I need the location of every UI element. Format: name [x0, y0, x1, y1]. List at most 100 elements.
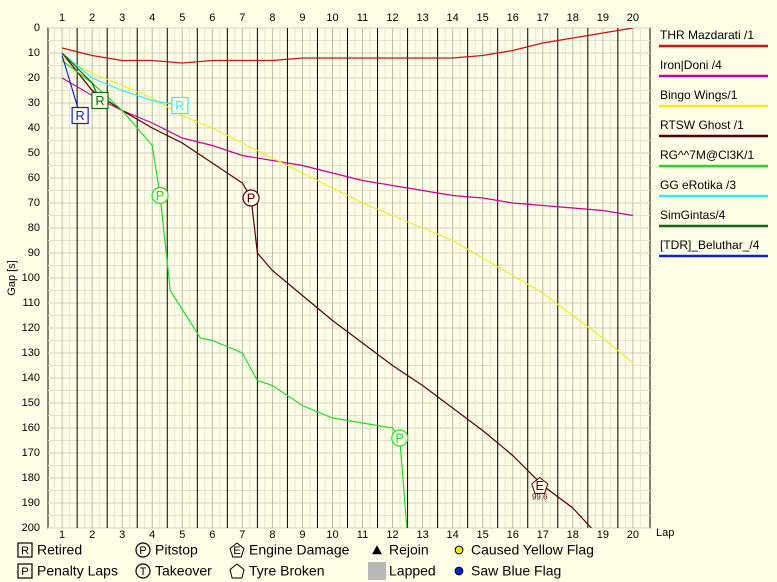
event-note: 99.6: [532, 493, 548, 502]
y-tick-label: 70: [28, 197, 40, 209]
symbol: E: [531, 476, 549, 494]
symbol-letter: T: [140, 566, 147, 578]
x-tick-label: 3: [119, 529, 125, 541]
x-tick-label: 6: [209, 529, 215, 541]
symbol: [368, 562, 386, 580]
key-label: Takeover: [155, 563, 212, 579]
x-tick-label: 14: [447, 529, 459, 541]
y-tick-label: 140: [22, 372, 40, 384]
x-tick-label: 10: [326, 529, 338, 541]
key-label: Rejoin: [389, 542, 429, 558]
symbol-box: [171, 96, 189, 115]
symbol-circle: [135, 563, 151, 579]
x-tick-label: 20: [627, 529, 639, 541]
x-tick-label: 16: [507, 12, 519, 24]
symbol-letter: E: [233, 545, 240, 557]
series-line: [61, 28, 633, 64]
y-tick-label: 110: [22, 297, 40, 309]
y-axis-label: Gap [s]: [6, 260, 18, 295]
legend-label: THR Mazdarati /1: [660, 28, 754, 42]
y-tick-label: 150: [22, 397, 40, 409]
symbol-circle: [135, 542, 151, 558]
symbol: [454, 566, 464, 576]
y-tick-label: 130: [22, 347, 40, 359]
symbol-yellow: [454, 545, 464, 555]
symbol-letter: R: [76, 108, 85, 123]
x-tick-label: 18: [567, 529, 579, 541]
x-tick-label: 15: [477, 529, 489, 541]
symbol-circle: [242, 189, 260, 207]
key-label: Pitstop: [155, 542, 198, 558]
y-tick-label: 160: [22, 422, 40, 434]
y-tick-label: 20: [28, 72, 40, 84]
symbol-letter: R: [175, 98, 184, 113]
symbol: P: [151, 186, 169, 205]
series-line: [61, 52, 180, 107]
x-tick-label: 5: [179, 12, 185, 24]
x-tick-label: 2: [89, 529, 95, 541]
x-tick-label: 12: [386, 12, 398, 24]
symbol-box: [71, 106, 89, 125]
symbol-letter: P: [139, 545, 146, 557]
symbol: P: [135, 542, 151, 558]
x-tick-label: 13: [416, 529, 428, 541]
symbol-letter: R: [21, 545, 29, 557]
y-tick-label: 40: [28, 122, 40, 134]
symbol: P: [242, 189, 260, 207]
symbol-box: [91, 91, 109, 110]
symbol-blue: [454, 566, 464, 576]
y-tick-label: 10: [28, 47, 40, 59]
y-tick-label: 60: [28, 172, 40, 184]
symbol-circle: [151, 186, 169, 205]
symbol: P: [391, 429, 409, 447]
y-tick-label: 90: [28, 247, 40, 259]
series-line: [61, 52, 593, 528]
series-line: [61, 55, 81, 116]
series-line: [61, 77, 633, 217]
x-tick-label: 1: [59, 529, 65, 541]
x-tick-label: 2: [89, 12, 95, 24]
x-tick-label: 5: [179, 529, 185, 541]
symbol: E: [229, 542, 245, 558]
y-tick-label: 190: [22, 497, 40, 509]
symbol-circle: [391, 429, 409, 447]
key-label: Retired: [37, 542, 82, 558]
y-tick-label: 200: [22, 522, 40, 534]
legend-label: RG^^7M@Cl3K/1: [660, 148, 754, 162]
y-tick-label: 120: [22, 322, 40, 334]
symbol: P: [17, 563, 33, 579]
symbol: R: [91, 91, 109, 110]
legend-label: GG eRotika /3: [660, 178, 736, 192]
symbol: R: [171, 96, 189, 115]
y-tick-label: 80: [28, 222, 40, 234]
legend-label: Bingo Wings/1: [660, 88, 738, 102]
x-tick-label: 14: [447, 12, 459, 24]
x-tick-label: 6: [209, 12, 215, 24]
x-tick-label: 15: [477, 12, 489, 24]
y-tick-label: 180: [22, 472, 40, 484]
symbol-box: [17, 563, 33, 579]
x-tick-label: 17: [537, 12, 549, 24]
y-tick-label: 0: [34, 22, 40, 34]
symbol: R: [17, 542, 33, 558]
x-tick-label: 9: [299, 12, 305, 24]
symbol: T: [135, 563, 151, 579]
symbol-letter: P: [395, 430, 404, 445]
series-line: [61, 60, 408, 528]
symbol-lapped: [368, 562, 386, 580]
x-tick-label: 10: [326, 12, 338, 24]
symbol: [454, 545, 464, 555]
x-tick-label: 1: [59, 12, 65, 24]
key-label: Tyre Broken: [249, 563, 324, 579]
key-label: Lapped: [389, 563, 436, 579]
x-tick-label: 11: [357, 12, 368, 24]
legend-label: SimGintas/4: [660, 208, 726, 222]
symbol-letter: P: [21, 566, 28, 578]
x-tick-label: 16: [507, 529, 519, 541]
symbol-pentagon: [229, 542, 245, 558]
y-tick-label: 170: [22, 447, 40, 459]
symbol: R: [71, 106, 89, 125]
key-label: Engine Damage: [249, 542, 350, 558]
symbol-house: [229, 563, 245, 579]
